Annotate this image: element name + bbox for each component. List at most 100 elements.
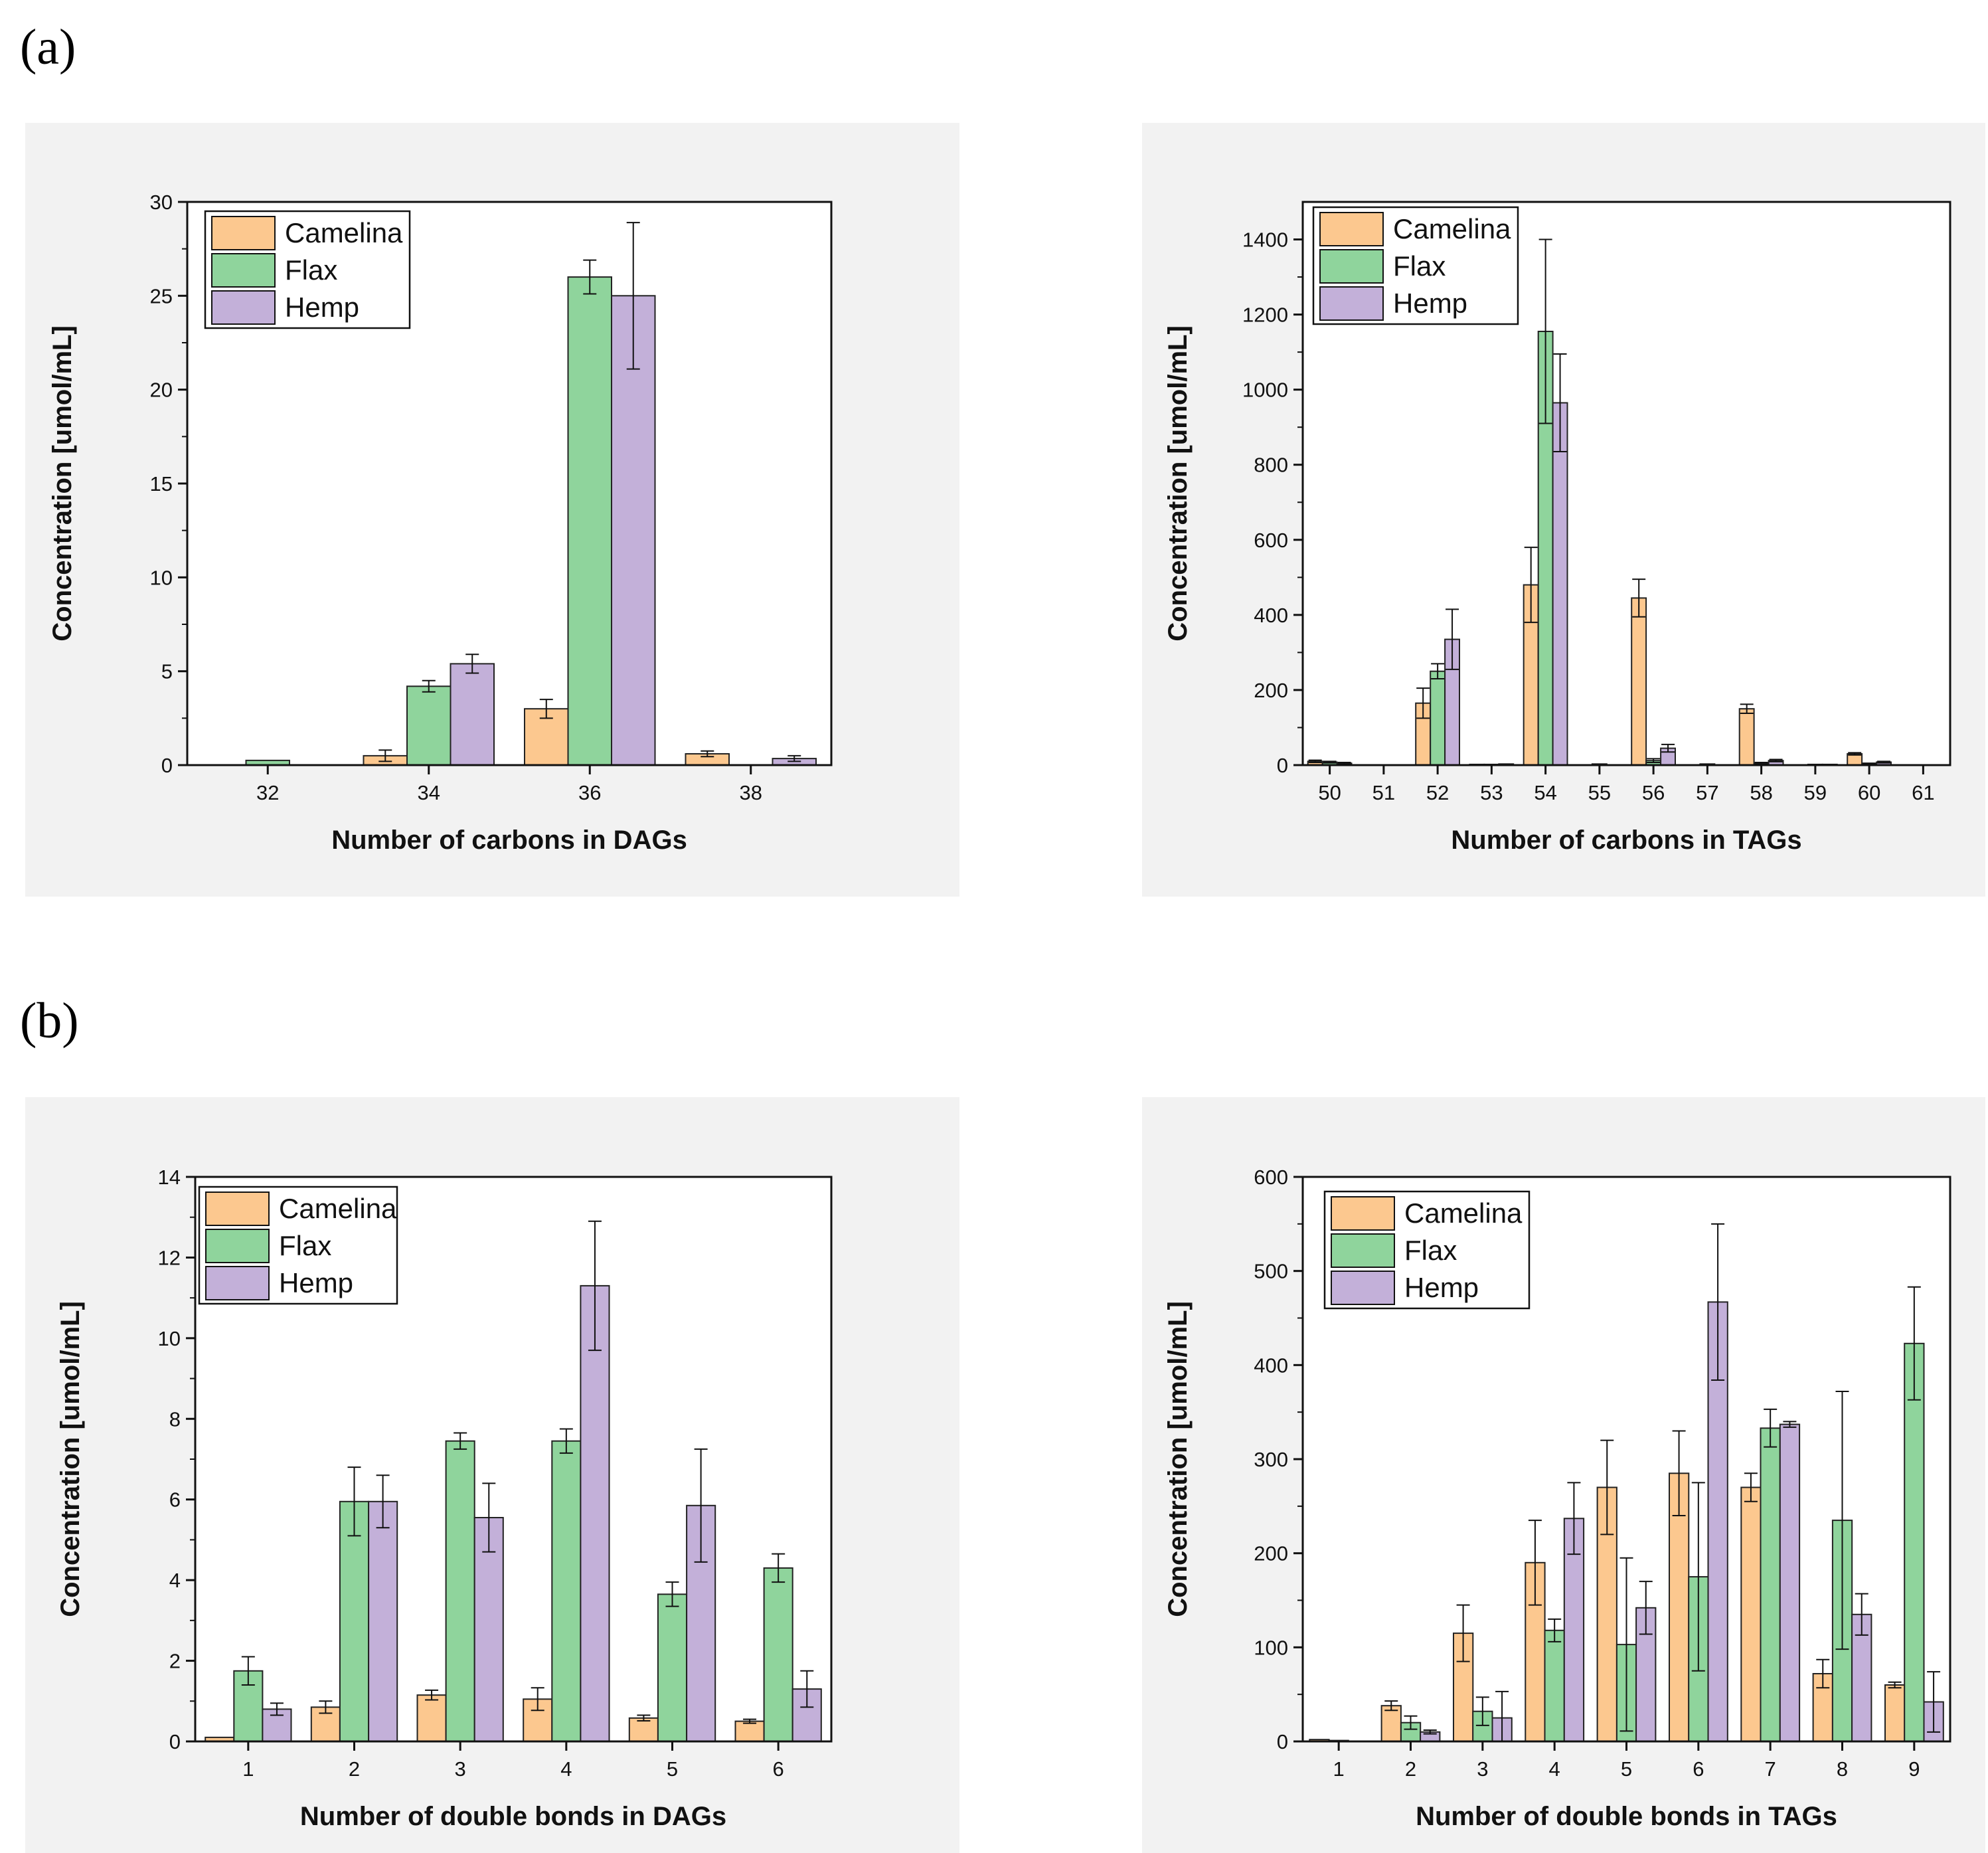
panel-label-a: (a) [20, 19, 76, 75]
error-bar-flax-3 [1475, 1696, 1489, 1726]
error-bar-hemp-56 [1661, 743, 1675, 753]
bar-flax-4 [1544, 1629, 1565, 1743]
legend-label-hemp: Hemp [1393, 288, 1467, 319]
bar-hemp-34 [450, 663, 495, 766]
error-bar-camelina-34 [378, 749, 392, 762]
error-bar-camelina-56 [1632, 578, 1646, 618]
y-tick-label: 600 [1254, 529, 1288, 552]
bar-flax-4 [551, 1440, 582, 1742]
bar-hemp-2 [368, 1500, 398, 1743]
error-bar-camelina-3 [1456, 1604, 1470, 1662]
error-bar-flax-2 [347, 1466, 361, 1537]
error-bar-hemp-4 [1567, 1482, 1581, 1555]
bar-hemp-54 [1552, 402, 1568, 766]
error-bar-hemp-5 [694, 1448, 708, 1563]
x-tick-label: 7 [1765, 1757, 1776, 1781]
error-bar-hemp-9 [1927, 1671, 1941, 1733]
x-tick-label: 8 [1837, 1757, 1848, 1781]
error-bar-camelina-5 [637, 1714, 651, 1722]
bar-camelina-2 [1380, 1705, 1402, 1742]
error-bar-flax-36 [583, 259, 597, 295]
legend-label-flax: Flax [285, 254, 337, 286]
y-axis-title: Concentration [umol/mL] [56, 1301, 85, 1617]
legend-label-camelina: Camelina [285, 217, 403, 248]
error-bar-hemp-36 [626, 222, 640, 370]
y-tick-label: 600 [1254, 1166, 1288, 1189]
bar-flax-1 [233, 1670, 264, 1743]
x-tick-label: 3 [455, 1757, 466, 1781]
x-tick-label: 32 [256, 781, 279, 804]
error-bar-camelina-6 [743, 1718, 757, 1724]
x-tick-label: 54 [1534, 781, 1556, 804]
x-tick-label: 4 [1549, 1757, 1560, 1781]
x-tick-label: 2 [349, 1757, 360, 1781]
bar-flax-34 [406, 685, 452, 766]
y-tick-label: 10 [158, 1327, 181, 1350]
error-bar-flax-50 [1323, 760, 1337, 764]
error-bar-hemp-7 [1783, 1421, 1797, 1428]
error-bar-camelina-8 [1816, 1658, 1830, 1689]
y-tick-label: 0 [169, 1730, 181, 1753]
bar-flax-36 [567, 276, 612, 766]
chart-a2: 0 200 400 600 800 1000 1200 1400 50 51 52 53 54 55 56 5… [1142, 123, 1985, 897]
error-bar-camelina-9 [1888, 1681, 1902, 1689]
x-tick-label: 60 [1858, 781, 1880, 804]
x-tick-label: 51 [1372, 781, 1395, 804]
chart-a1: 0 5 10 15 20 25 30 32 34 36 38 Number of carbons in… [25, 123, 959, 897]
error-bar-flax-52 [1431, 663, 1445, 679]
legend-swatch-hemp [211, 290, 276, 325]
y-tick-label: 30 [150, 191, 173, 214]
x-tick-label: 50 [1318, 781, 1341, 804]
y-tick-label: 4 [169, 1569, 181, 1592]
error-bar-hemp-6 [1711, 1223, 1725, 1381]
error-bar-flax-56 [1647, 758, 1661, 764]
error-bar-hemp-38 [787, 754, 801, 762]
error-bar-flax-8 [1835, 1391, 1849, 1650]
x-tick-label: 5 [667, 1757, 678, 1781]
error-bar-hemp-54 [1553, 353, 1567, 452]
y-tick-label: 15 [150, 472, 173, 495]
error-bar-flax-1 [241, 1656, 255, 1686]
chart-b2: 0 100 200 300 400 500 600 1 2 3 4 5 6 7 8 9 Number of do… [1142, 1097, 1985, 1853]
x-tick-label: 6 [1693, 1757, 1704, 1781]
error-bar-hemp-6 [800, 1670, 814, 1708]
bar-flax-52 [1430, 670, 1446, 766]
error-bar-flax-6 [772, 1553, 786, 1583]
x-tick-label: 55 [1588, 781, 1611, 804]
error-bar-flax-60 [1863, 762, 1876, 765]
error-bar-camelina-4 [1528, 1520, 1542, 1606]
bar-hemp-4 [1563, 1518, 1585, 1743]
x-tick-label: 9 [1908, 1757, 1920, 1781]
error-bar-camelina-7 [1744, 1472, 1758, 1502]
error-bar-camelina-58 [1740, 703, 1754, 714]
legend-swatch-flax [211, 253, 276, 288]
legend-label-camelina: Camelina [1404, 1197, 1523, 1229]
error-bar-flax-5 [1619, 1557, 1633, 1732]
error-bar-hemp-2 [1423, 1729, 1437, 1735]
y-tick-label: 20 [150, 379, 173, 402]
bar-camelina-6 [734, 1720, 765, 1743]
legend-swatch-flax [1331, 1233, 1395, 1268]
y-axis-title: Concentration [umol/mL] [1163, 1301, 1193, 1617]
error-bar-flax-2 [1404, 1715, 1418, 1730]
error-bar-flax-6 [1691, 1482, 1705, 1672]
error-bar-camelina-2 [1384, 1700, 1398, 1712]
y-tick-label: 300 [1254, 1448, 1288, 1471]
bar-flax-2 [339, 1500, 369, 1743]
error-bar-hemp-8 [1855, 1593, 1868, 1636]
x-axis-title: Number of carbons in TAGs [1451, 826, 1801, 855]
legend-label-hemp: Hemp [279, 1267, 353, 1298]
y-tick-label: 100 [1254, 1636, 1288, 1659]
y-axis-title: Concentration [umol/mL] [1163, 325, 1193, 642]
bar-hemp-7 [1779, 1423, 1801, 1743]
error-bar-hemp-5 [1639, 1581, 1653, 1635]
error-bar-flax-4 [1548, 1618, 1562, 1642]
legend-label-flax: Flax [279, 1230, 331, 1261]
legend-swatch-flax [205, 1229, 270, 1263]
y-tick-label: 1400 [1242, 228, 1288, 252]
bar-flax-3 [445, 1440, 475, 1742]
error-bar-camelina-38 [701, 750, 714, 758]
y-tick-label: 0 [1277, 1730, 1288, 1753]
y-tick-label: 10 [150, 566, 173, 589]
